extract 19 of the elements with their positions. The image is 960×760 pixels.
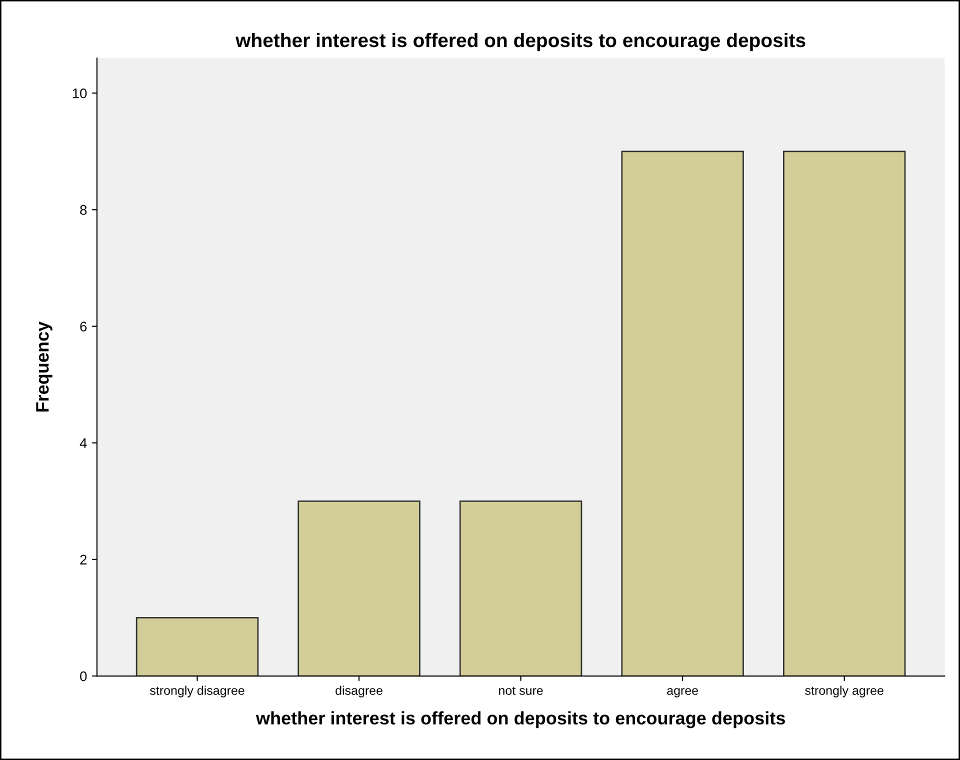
bar (136, 617, 259, 676)
y-tick-label: 2 (80, 554, 87, 564)
y-tick-label: 6 (80, 322, 87, 332)
y-tick-label: 10 (72, 88, 87, 98)
bar (298, 500, 420, 676)
x-tick-label: agree (667, 688, 698, 698)
y-tick-label: 8 (80, 205, 87, 215)
x-tick-label: not sure (499, 686, 543, 695)
y-tick-label: 0 (80, 671, 87, 682)
y-axis-title: Frequency (36, 322, 52, 412)
x-axis-title: whether interest is offered on deposits to encourage deposits (256, 711, 785, 728)
chart-title: whether interest is offered on deposits to encourage deposits (236, 32, 806, 52)
x-tick-label: strongly disagree (150, 686, 244, 698)
y-tick-label: 4 (80, 438, 87, 448)
x-tick-label: disagree (336, 686, 382, 698)
bar (459, 500, 582, 676)
bar (782, 150, 906, 676)
bar (621, 150, 744, 676)
x-tick-label: strongly agree (805, 686, 884, 698)
